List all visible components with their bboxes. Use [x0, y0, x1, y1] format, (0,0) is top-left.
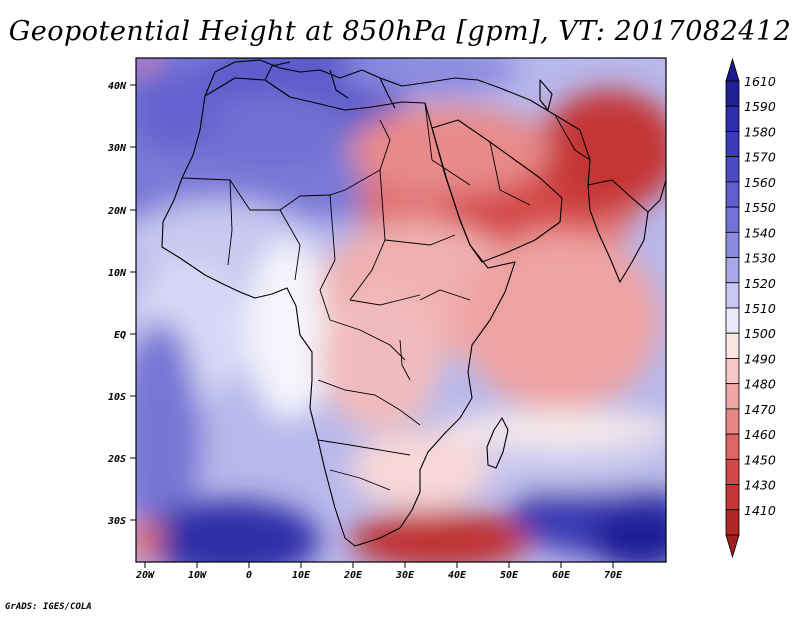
colorbar-label: 1530	[744, 251, 776, 266]
lat-tick-label: 10N	[108, 268, 127, 279]
lon-tick-label: 20W	[135, 570, 155, 581]
lon-tick-label: 50E	[500, 570, 519, 581]
colorbar-label: 1520	[744, 276, 776, 291]
grads-credit: GrADS: IGES/COLA	[5, 602, 92, 612]
colorbar-label: 1570	[744, 150, 776, 165]
lon-tick-label: 60E	[552, 570, 571, 581]
colorbar-swatch	[725, 358, 740, 385]
colorbar-label: 1480	[744, 377, 776, 392]
colorbar-swatch	[725, 408, 740, 435]
colorbar-label: 1470	[744, 402, 776, 417]
colorbar-swatch	[725, 509, 740, 536]
colorbar-label: 1450	[744, 452, 776, 467]
colorbar-swatch	[725, 257, 740, 284]
lon-tick-label: 70E	[604, 570, 623, 581]
lat-tick-label: 20N	[107, 206, 127, 217]
lat-tick-label: 30N	[107, 143, 127, 154]
map-panel	[136, 58, 666, 562]
map-frame	[135, 57, 667, 563]
colorbar: 1610 1590 1580 1570 1560 1550 1540 1530 1520 1510…	[725, 57, 776, 559]
colorbar-swatch	[725, 80, 740, 107]
lat-tick-label: 20S	[107, 454, 126, 465]
colorbar-swatch	[725, 206, 740, 233]
colorbar-swatch	[725, 458, 740, 485]
colorbar-swatch	[725, 231, 740, 258]
colorbar-label: 1580	[744, 124, 776, 139]
longitude-axis: 20W 10W 0 10E 20E 30E 40E 50E 60E 70E	[135, 562, 623, 581]
colorbar-swatch	[725, 307, 740, 334]
colorbar-label: 1510	[744, 301, 776, 316]
lat-tick-label: 40N	[108, 81, 127, 92]
colorbar-swatch	[725, 131, 740, 158]
map-title: Geopotential Height at 850hPa [gpm], VT:…	[8, 16, 792, 47]
colorbar-swatch	[725, 105, 740, 132]
colorbar-label: 1590	[744, 99, 776, 114]
colorbar-bottom-arrow	[725, 534, 740, 559]
lon-tick-label: 10E	[292, 570, 311, 581]
lon-tick-label: 30E	[395, 570, 415, 581]
colorbar-label: 1410	[744, 503, 776, 518]
lon-tick-label: 10W	[188, 570, 207, 581]
colorbar-label: 1430	[744, 478, 776, 493]
latitude-axis: 40N 30N 20N 10N EQ 10S 20S 30S	[107, 81, 136, 527]
colorbar-swatch	[725, 433, 740, 460]
colorbar-label: 1460	[744, 427, 776, 442]
colorbar-swatch	[725, 282, 740, 309]
lon-tick-label: 40E	[448, 570, 467, 581]
lon-tick-label: 20E	[343, 570, 363, 581]
colorbar-label: 1540	[744, 225, 776, 240]
lat-tick-label: EQ	[114, 330, 126, 341]
lat-tick-label: 10S	[108, 392, 126, 403]
height-field	[136, 58, 666, 562]
coastlines	[161, 59, 666, 547]
lon-tick-label: 0	[246, 570, 252, 581]
colorbar-label: 1490	[744, 351, 776, 366]
colorbar-label: 1560	[744, 175, 776, 190]
colorbar-label: 1500	[744, 326, 776, 341]
colorbar-swatch	[725, 484, 740, 511]
lat-tick-label: 30S	[107, 516, 126, 527]
colorbar-label: 1610	[744, 74, 776, 89]
colorbar-top-arrow	[725, 57, 740, 82]
colorbar-swatch	[725, 383, 740, 410]
colorbar-swatch	[725, 181, 740, 208]
colorbar-swatch	[725, 332, 740, 359]
colorbar-label: 1550	[744, 200, 776, 215]
colorbar-swatch	[725, 156, 740, 183]
borders	[181, 102, 591, 491]
